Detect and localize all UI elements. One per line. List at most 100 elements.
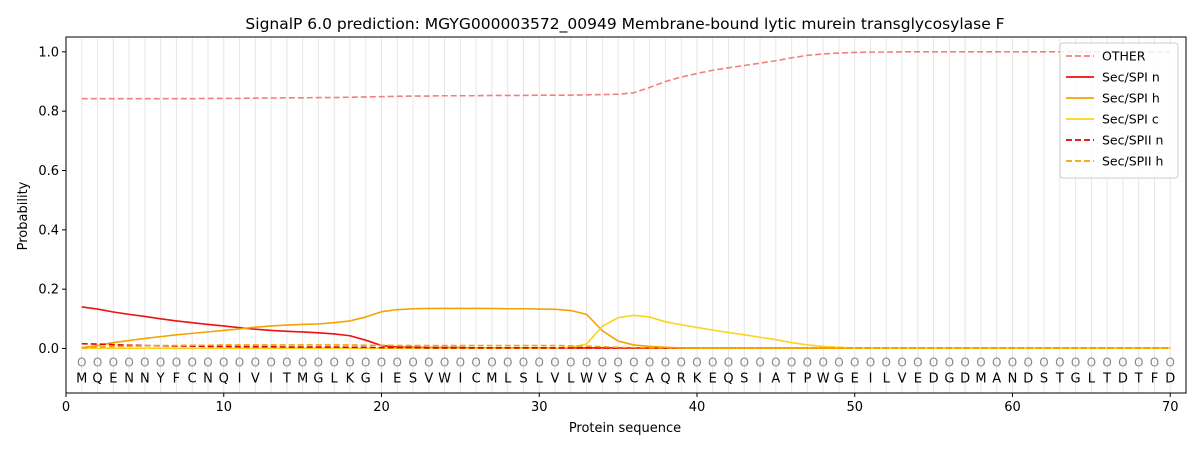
residue-label: A — [992, 372, 1001, 387]
residue-label: L — [1088, 372, 1096, 387]
residue-position-marker: O — [582, 355, 591, 369]
residue-label: N — [1008, 372, 1018, 387]
residue-label: V — [424, 372, 433, 387]
x-tick-label: 0 — [62, 400, 70, 415]
residue-label: D — [1118, 372, 1128, 387]
residue-label: D — [960, 372, 970, 387]
series-line — [81, 344, 1171, 350]
x-tick-label: 30 — [531, 400, 548, 415]
residue-position-marker: O — [897, 355, 906, 369]
y-axis-label: Probability — [16, 181, 31, 250]
residue-position-marker: O — [140, 355, 149, 369]
residue-position-marker: O — [976, 355, 985, 369]
residue-gridlines — [81, 37, 1171, 393]
legend-entry: Sec/SPI h — [1102, 91, 1160, 106]
residue-position-marker: O — [377, 355, 386, 369]
residue-position-marker: O — [613, 355, 622, 369]
residue-position-marker: O — [992, 355, 1001, 369]
residue-label: T — [787, 372, 796, 387]
residue-position-marker: O — [487, 355, 496, 369]
residue-position-marker: O — [1024, 355, 1033, 369]
residue-position-marker: O — [913, 355, 922, 369]
series-lines — [81, 51, 1171, 350]
residue-label: M — [297, 372, 308, 387]
residue-label: C — [629, 372, 638, 387]
residue-label: Q — [660, 372, 670, 387]
residue-label: R — [677, 372, 686, 387]
x-tick-label: 40 — [689, 400, 706, 415]
residue-label: M — [76, 372, 87, 387]
residue-label: L — [504, 372, 512, 387]
series-line — [81, 51, 1171, 100]
residue-label: V — [898, 372, 907, 387]
residue-labels: OMOQOEONONOYOFOCONOQOIOVOIOTOMOGOLOKOGOI… — [76, 355, 1175, 386]
residue-position-marker: O — [124, 355, 133, 369]
legend-entry: Sec/SPI c — [1102, 112, 1159, 127]
x-axis-label: Protein sequence — [569, 421, 681, 436]
residue-label: W — [817, 372, 830, 387]
residue-label: I — [458, 372, 462, 387]
y-tick-label: 0.8 — [38, 105, 59, 120]
y-tick-label: 0.4 — [38, 223, 59, 238]
residue-label: M — [975, 372, 986, 387]
residue-position-marker: O — [834, 355, 843, 369]
y-axis: 0.0 0.2 0.4 0.6 0.8 1.0 — [38, 45, 66, 357]
series-line — [81, 314, 1171, 350]
residue-position-marker: O — [1102, 355, 1111, 369]
residue-label: G — [834, 372, 844, 387]
residue-label: C — [188, 372, 197, 387]
residue-position-marker: O — [708, 355, 717, 369]
residue-label: T — [1055, 372, 1064, 387]
residue-label: G — [361, 372, 371, 387]
residue-position-marker: O — [1008, 355, 1017, 369]
residue-position-marker: O — [1055, 355, 1064, 369]
residue-label: Y — [156, 372, 165, 387]
y-tick-label: 0.6 — [38, 164, 59, 179]
residue-label: N — [140, 372, 150, 387]
residue-label: S — [614, 372, 622, 387]
residue-label: F — [173, 372, 180, 387]
residue-label: L — [883, 372, 891, 387]
residue-position-marker: O — [235, 355, 244, 369]
residue-label: K — [693, 372, 702, 387]
residue-position-marker: O — [1039, 355, 1048, 369]
residue-position-marker: O — [282, 355, 291, 369]
residue-position-marker: O — [298, 355, 307, 369]
residue-label: L — [567, 372, 575, 387]
legend-entry: Sec/SPII n — [1102, 133, 1163, 148]
residue-position-marker: O — [266, 355, 275, 369]
residue-position-marker: O — [424, 355, 433, 369]
residue-label: F — [1151, 372, 1158, 387]
residue-position-marker: O — [850, 355, 859, 369]
residue-label: E — [393, 372, 401, 387]
residue-position-marker: O — [724, 355, 733, 369]
x-tick-label: 20 — [373, 400, 390, 415]
residue-position-marker: O — [329, 355, 338, 369]
residue-position-marker: O — [818, 355, 827, 369]
x-tick-label: 50 — [846, 400, 863, 415]
residue-position-marker: O — [960, 355, 969, 369]
y-tick-label: 0.2 — [38, 283, 59, 298]
residue-label: G — [944, 372, 954, 387]
residue-position-marker: O — [1087, 355, 1096, 369]
legend-entry: Sec/SPII h — [1102, 154, 1163, 169]
residue-position-marker: O — [109, 355, 118, 369]
residue-label: D — [1165, 372, 1175, 387]
residue-position-marker: O — [692, 355, 701, 369]
residue-position-marker: O — [661, 355, 670, 369]
plot-area: OMOQOEONONOYOFOCONOQOIOVOIOTOMOGOLOKOGOI… — [65, 36, 1187, 394]
chart-title: SignalP 6.0 prediction: MGYG000003572_00… — [245, 15, 1004, 34]
residue-position-marker: O — [629, 355, 638, 369]
residue-label: I — [269, 372, 273, 387]
residue-position-marker: O — [945, 355, 954, 369]
residue-position-marker: O — [866, 355, 875, 369]
residue-position-marker: O — [187, 355, 196, 369]
residue-label: S — [409, 372, 417, 387]
residue-position-marker: O — [882, 355, 891, 369]
residue-label: G — [313, 372, 323, 387]
y-tick-label: 0.0 — [38, 342, 59, 357]
residue-position-marker: O — [93, 355, 102, 369]
plot-frame — [65, 36, 1187, 394]
residue-position-marker: O — [503, 355, 512, 369]
